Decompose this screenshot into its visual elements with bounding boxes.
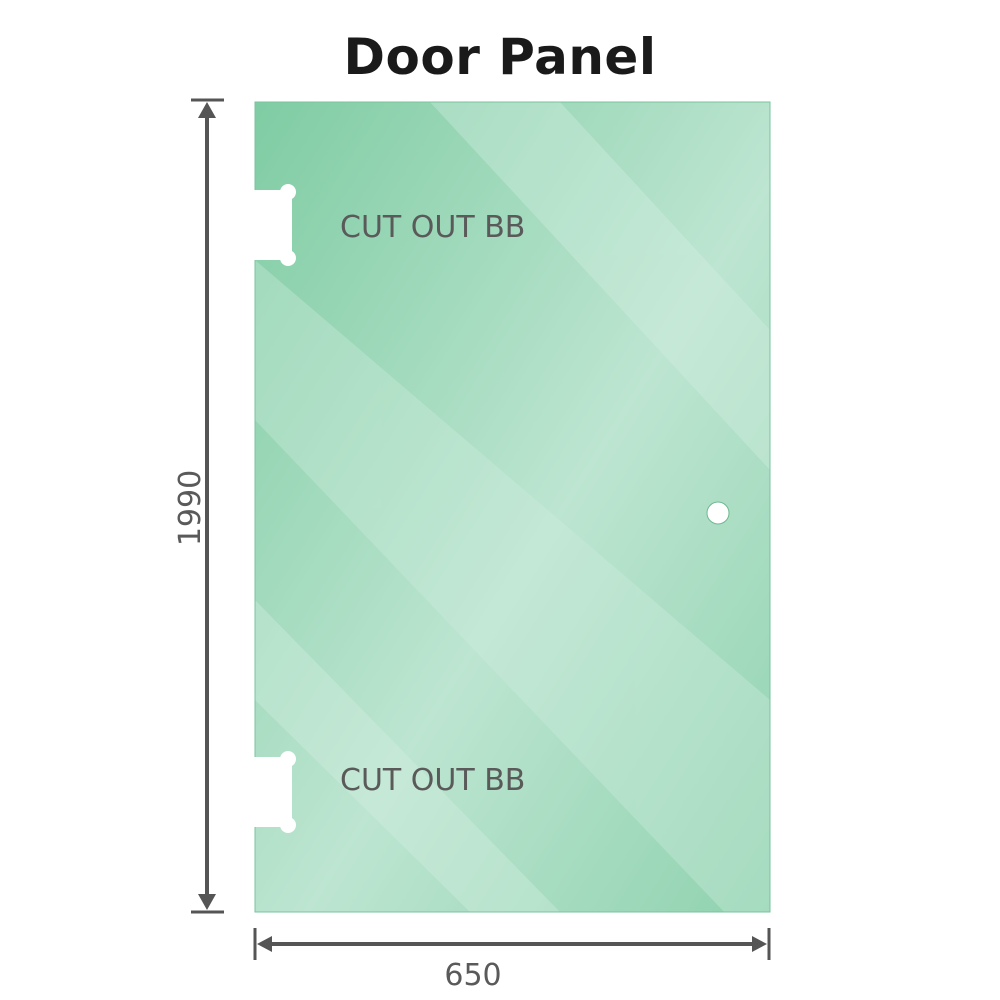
width-dimension-line: [253, 928, 771, 960]
diagram-title: Door Panel: [343, 28, 657, 86]
cutout-bottom-label: CUT OUT BB: [340, 763, 525, 798]
height-dimension-line: [191, 98, 224, 914]
glass-reflection: [255, 260, 770, 912]
arrow-left-icon: [257, 936, 272, 952]
cutout-top-label: CUT OUT BB: [340, 210, 525, 245]
glass-reflection: [255, 600, 560, 912]
arrow-up-icon: [198, 102, 216, 118]
height-dimension-label: 1990: [173, 470, 208, 546]
arrow-right-icon: [752, 936, 767, 952]
glass-reflection: [430, 102, 770, 470]
cutout-top: [250, 184, 296, 266]
width-dimension-label: 650: [444, 958, 501, 993]
glass-panel: [254, 101, 771, 913]
cutout-bottom: [250, 751, 296, 833]
handle-hole: [706, 501, 730, 525]
arrow-down-icon: [198, 894, 216, 910]
